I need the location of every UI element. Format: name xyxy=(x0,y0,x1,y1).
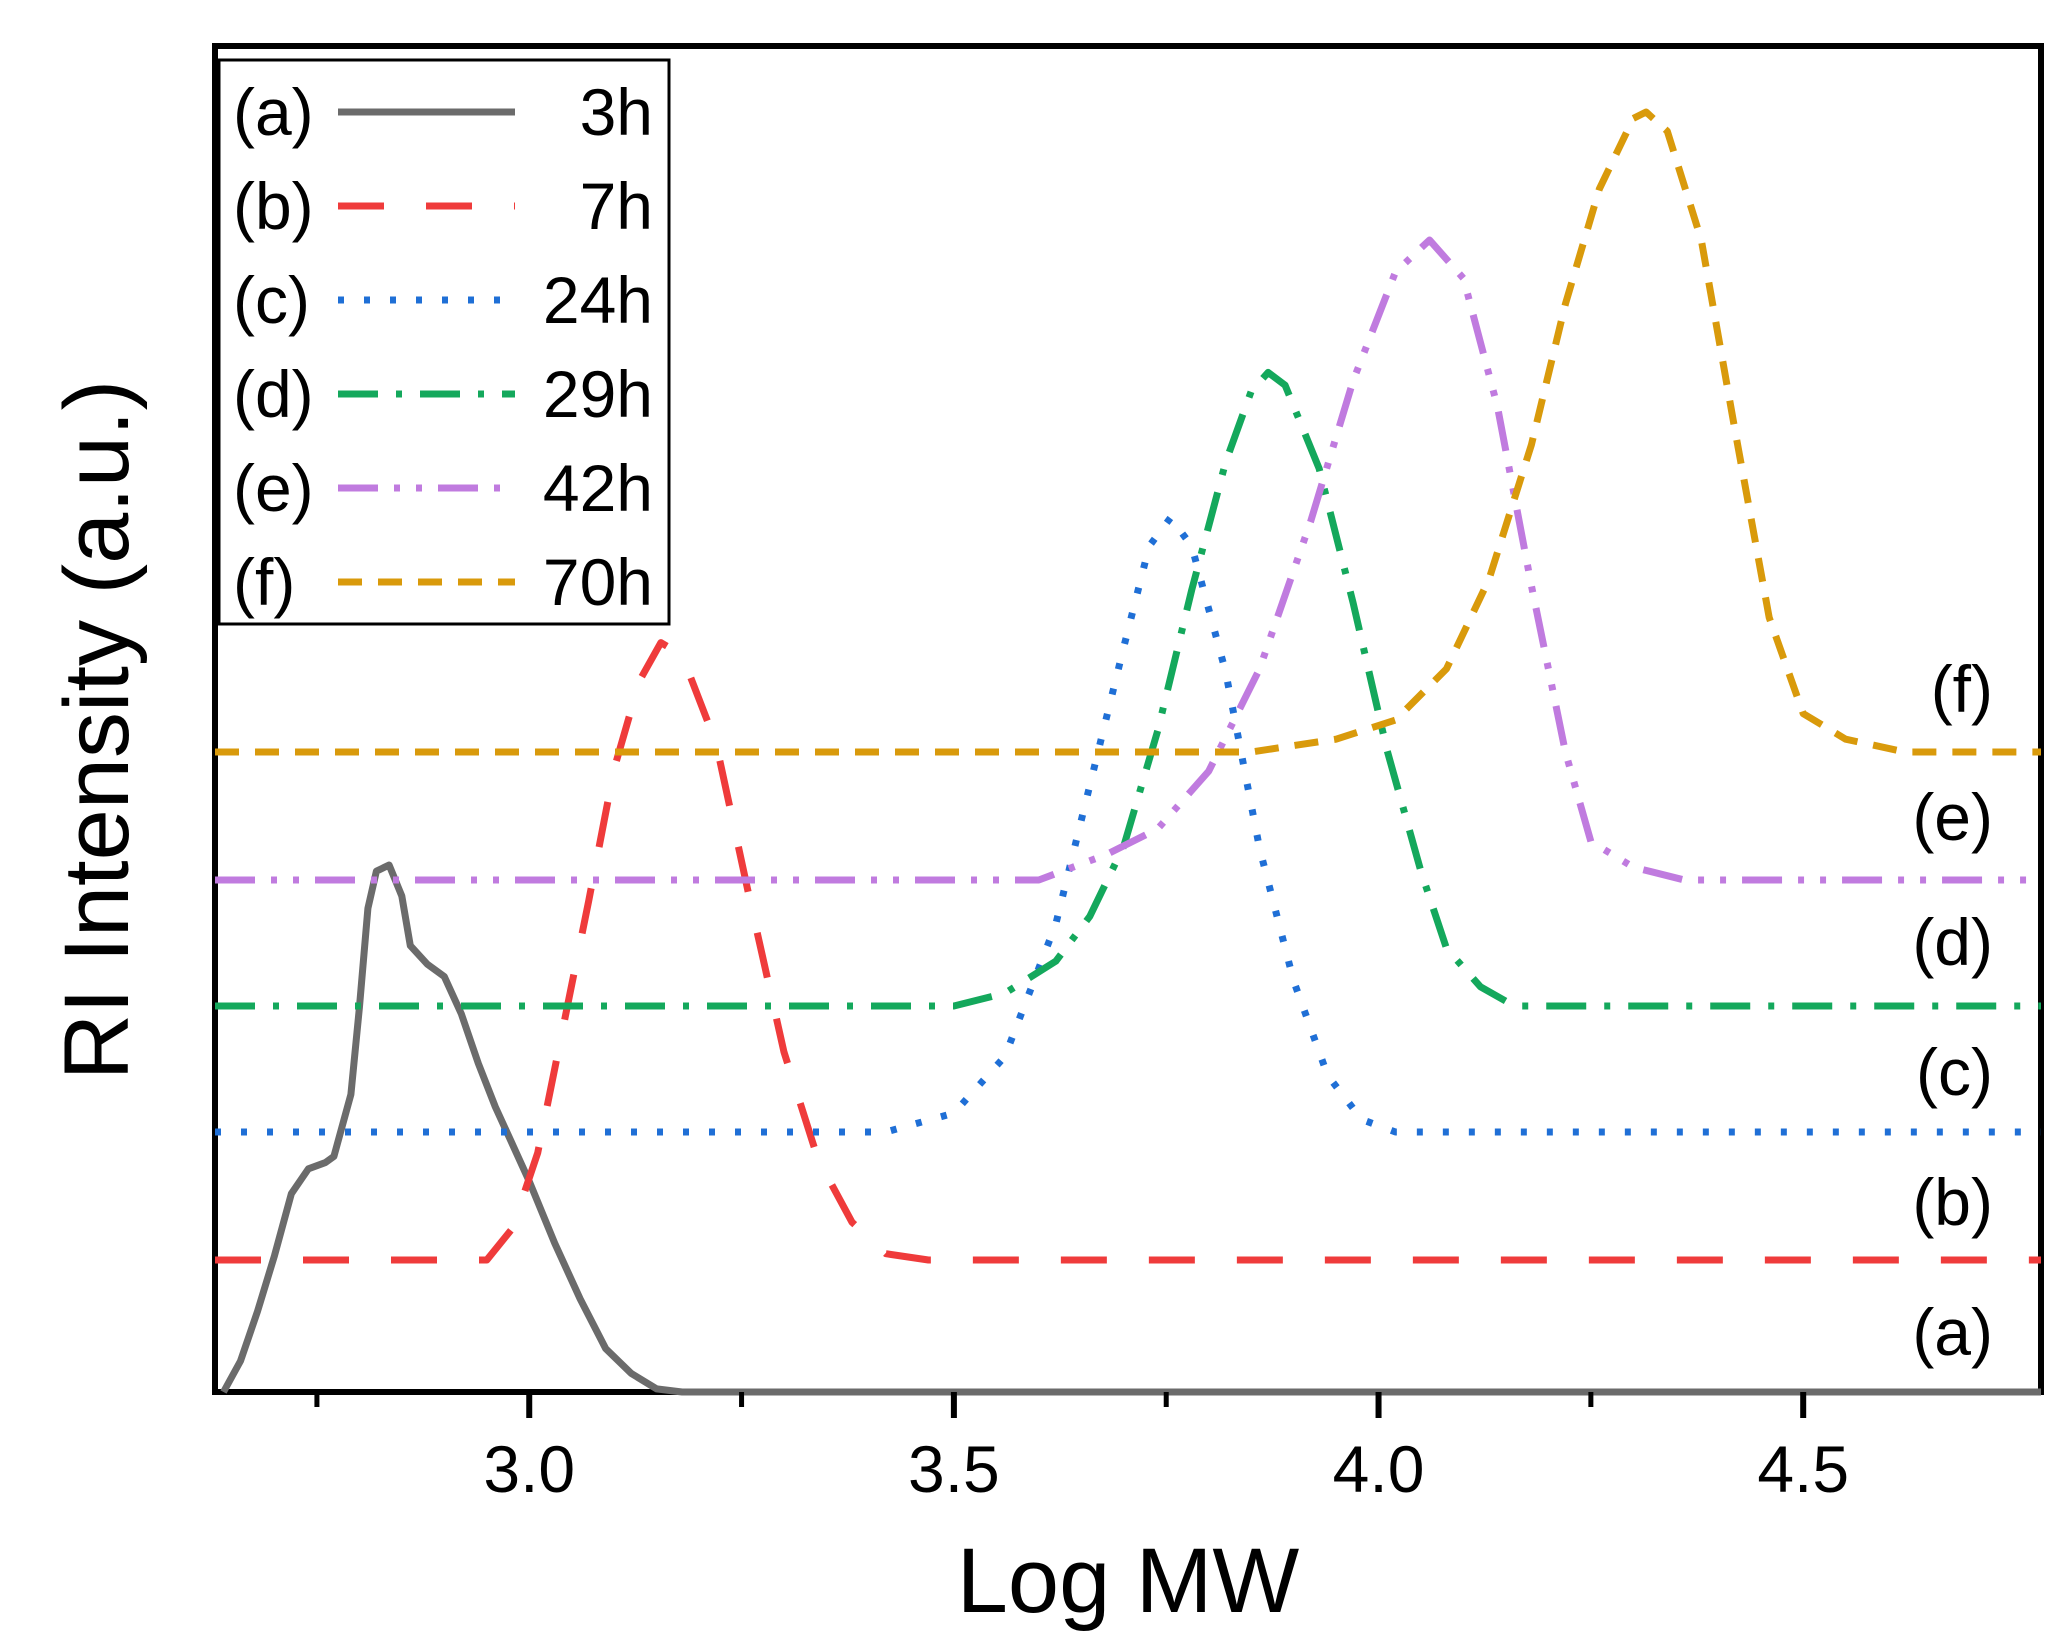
legend-label: 24h xyxy=(543,263,653,337)
legend-letter: (e) xyxy=(233,451,314,525)
legend-label: 42h xyxy=(543,451,653,525)
legend-label: 7h xyxy=(580,169,653,243)
legend-letter: (b) xyxy=(233,169,314,243)
curve-labels: (a) (b) (c) (d) (e) (f) xyxy=(1912,652,1993,1369)
curve-label-c: (c) xyxy=(1916,1035,1993,1109)
legend-letter: (d) xyxy=(233,357,314,431)
legend-entry-b: (b) 7h xyxy=(233,169,653,243)
legend-label: 3h xyxy=(580,75,653,149)
curve-f xyxy=(215,108,2041,756)
legend-letter: (c) xyxy=(233,263,310,337)
legend-entry-f: (f) 70h xyxy=(233,545,653,619)
curves-layer xyxy=(215,108,2041,1396)
legend-entries: (a) 3h (b) 7h (c) 24h (d) 29h (e) 42h (f) 70h xyxy=(233,75,653,619)
legend-box xyxy=(217,58,671,626)
curve-label-e: (e) xyxy=(1912,780,1993,854)
legend-label: 29h xyxy=(543,357,653,431)
x-tick-label: 3.5 xyxy=(908,1432,1000,1506)
curve-label-a: (a) xyxy=(1912,1295,1993,1369)
legend-letter: (a) xyxy=(233,75,314,149)
legend-letter: (f) xyxy=(233,545,295,619)
curve-a xyxy=(220,861,2041,1396)
curve-label-f: (f) xyxy=(1931,652,1993,726)
curve-d xyxy=(215,368,2041,1010)
y-axis-title: RI Intensity (a.u.) xyxy=(46,380,148,1080)
x-tick-label: 4.5 xyxy=(1757,1432,1849,1506)
legend-entry-e: (e) 42h xyxy=(233,451,653,525)
legend-label: 70h xyxy=(543,545,653,619)
curve-label-d: (d) xyxy=(1912,905,1993,979)
x-axis-ticks: 3.0 3.5 4.0 4.5 xyxy=(314,1392,1849,1506)
legend-entry-a: (a) 3h xyxy=(233,75,653,149)
x-axis-title: Log MW xyxy=(957,1530,1300,1632)
x-tick-label: 3.0 xyxy=(483,1432,575,1506)
legend: (a) 3h (b) 7h (c) 24h (d) 29h (e) 42h (f) 70h xyxy=(217,58,671,626)
x-tick-label: 4.0 xyxy=(1333,1432,1425,1506)
curve-b xyxy=(215,639,2041,1264)
legend-entry-d: (d) 29h xyxy=(233,357,653,431)
curve-label-b: (b) xyxy=(1912,1165,1993,1239)
legend-entry-c: (c) 24h xyxy=(233,263,653,337)
